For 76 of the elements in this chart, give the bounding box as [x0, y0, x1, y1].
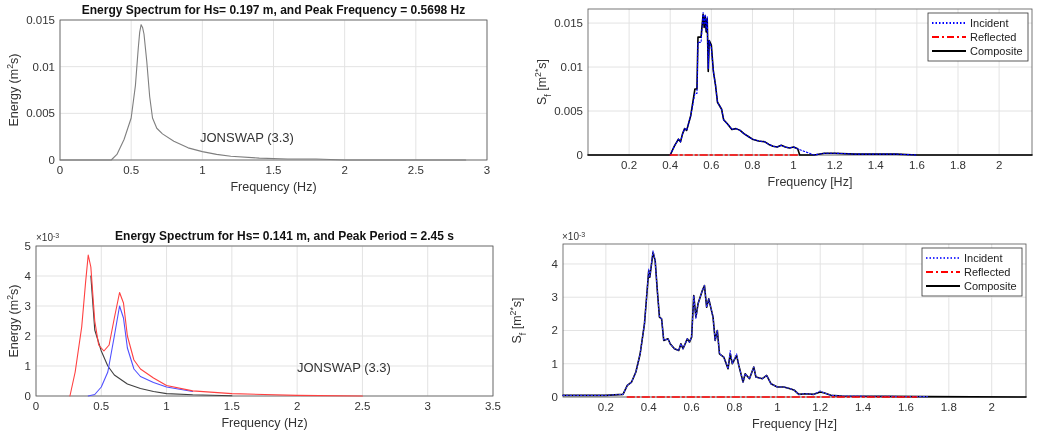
x-tick-label: 0.5 — [123, 164, 140, 176]
y-tick-label: 0 — [576, 149, 583, 161]
legend-label: Reflected — [964, 266, 1011, 278]
x-tick-label: 1 — [163, 400, 170, 412]
x-tick-label: 1 — [774, 401, 781, 413]
x-tick-label: 0.6 — [683, 401, 700, 413]
x-axis-title: Frequency [Hz] — [767, 175, 853, 189]
y-tick-label: 2 — [24, 330, 31, 342]
x-tick-label: 2 — [341, 164, 348, 176]
y-tick-label: 0 — [551, 391, 558, 403]
x-tick-label: 0.6 — [703, 159, 720, 171]
x-tick-label: 1 — [790, 159, 797, 171]
text: ×10$^{-3}$ — [36, 231, 60, 243]
y-tick-label: 2 — [551, 324, 558, 337]
x-tick-label: 0.4 — [640, 401, 658, 413]
x-tick-label: 1.5 — [223, 400, 240, 412]
x-tick-label: 0.4 — [662, 159, 679, 171]
y-tick-label: 0.015 — [26, 14, 55, 26]
y-tick-label: 0.01 — [32, 60, 55, 73]
annotation: JONSWAP (3.3) — [297, 360, 391, 375]
x-tick-label: 3 — [424, 400, 431, 412]
x-axis-title: Frequency (Hz) — [230, 180, 317, 194]
legend-label: Composite — [970, 45, 1023, 57]
x-tick-label: 1.2 — [826, 159, 843, 171]
x-tick-label: 2.5 — [354, 400, 371, 412]
y-tick-label: 0.005 — [26, 107, 55, 120]
x-axis-title: Frequency (Hz) — [221, 416, 308, 430]
x-tick-label: 1.6 — [908, 159, 925, 171]
y-tick-label: 4 — [24, 270, 32, 282]
y-tick-label: 0 — [24, 390, 31, 402]
legend-label: Composite — [964, 280, 1017, 292]
y-tick-label: 3 — [551, 291, 558, 304]
line-series — [69, 254, 363, 397]
x-tick-label: 1.4 — [867, 159, 885, 171]
x-tick-label: 1.4 — [855, 401, 872, 413]
chart-title: Energy Spectrum for Hs= 0.197 m, and Peak Frequency = 0.5698 Hz — [81, 3, 466, 17]
y-tick-label: 4 — [551, 257, 559, 270]
line-series — [90, 275, 233, 397]
x-tick-label: 0.8 — [726, 401, 743, 413]
x-tick-label: 2 — [293, 400, 301, 412]
line-series — [562, 251, 1027, 398]
y-tick-label: 0.005 — [554, 105, 583, 118]
x-tick-label: 1.6 — [897, 401, 914, 413]
x-tick-label: 0 — [56, 164, 64, 176]
legend-label: Incident — [964, 252, 1003, 264]
x-tick-label: 2 — [988, 401, 995, 413]
line-series — [669, 11, 918, 156]
x-tick-label: 3 — [483, 164, 491, 176]
y-tick-label: 0.01 — [560, 61, 583, 74]
y-tick-label: 1 — [551, 357, 558, 370]
legend-label: Incident — [970, 17, 1009, 29]
x-tick-label: 1.8 — [940, 401, 957, 413]
line-series — [587, 13, 1033, 156]
chart-title: Energy Spectrum for Hs= 0.141 m, and Peak Period = 2.45 s — [115, 229, 455, 243]
x-tick-label: 0.2 — [621, 159, 638, 171]
x-tick-label: 0.5 — [93, 400, 110, 412]
x-tick-label: 1.8 — [950, 159, 966, 171]
x-tick-label: 0.8 — [744, 159, 761, 171]
y-tick-label: 0.015 — [554, 17, 583, 30]
y-tick-label: 5 — [24, 240, 31, 252]
x-axis-title: Frequency [Hz] — [752, 417, 837, 431]
legend-label: Reflected — [970, 31, 1017, 43]
y-tick-label: 3 — [24, 300, 31, 312]
annotation: JONSWAP (3.3) — [200, 130, 294, 145]
x-tick-label: 3.5 — [485, 400, 501, 412]
x-tick-label: 1.5 — [265, 164, 282, 176]
line-series — [562, 250, 928, 398]
x-tick-label: 2 — [995, 159, 1003, 171]
x-tick-label: 2.5 — [407, 164, 424, 176]
text: ×10$^{-3}$ — [562, 230, 586, 242]
line-series — [59, 24, 467, 161]
x-tick-label: 1.2 — [812, 401, 829, 413]
x-tick-label: 1 — [199, 164, 206, 176]
line-series — [87, 305, 194, 397]
y-tick-label: 1 — [24, 360, 31, 372]
x-tick-label: 0.2 — [597, 401, 614, 413]
